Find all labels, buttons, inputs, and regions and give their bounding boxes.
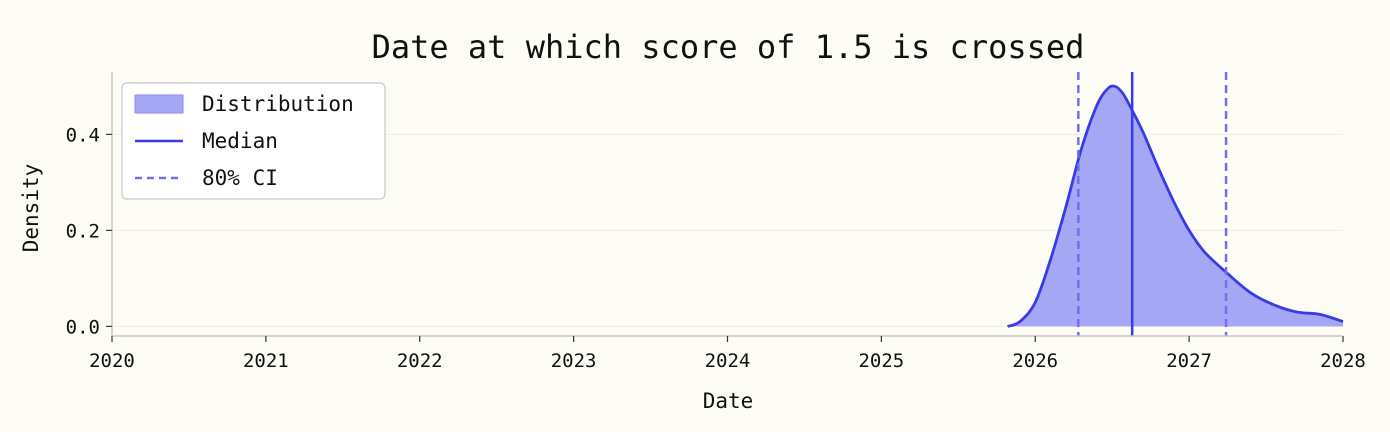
legend-box: [121, 82, 386, 200]
x-tick-label-5: 2025: [858, 350, 904, 372]
distribution-line: [1007, 84, 1344, 328]
x-tick-label-4: 2024: [705, 350, 751, 372]
legend-swatch-distribution: [134, 94, 184, 114]
legend: Distribution Median 80% CI: [121, 82, 386, 200]
x-tick-label-3: 2023: [551, 350, 597, 372]
y-axis-label: Density: [19, 164, 43, 253]
x-tick-label-8: 2028: [1320, 350, 1366, 372]
y-tick-label-0: 0.0: [66, 316, 100, 338]
legend-label-ci: 80% CI: [202, 166, 278, 190]
y-tick-label-1: 0.2: [66, 220, 100, 242]
x-axis-label: Date: [703, 389, 754, 413]
plot-area: [1007, 72, 1344, 336]
chart-title: Date at which score of 1.5 is crossed: [372, 28, 1085, 66]
x-tick-label-0: 2020: [89, 350, 135, 372]
y-tick-label-2: 0.4: [66, 124, 100, 146]
legend-label-median: Median: [202, 129, 278, 153]
x-tick-label-2: 2022: [397, 350, 443, 372]
x-tick-label-6: 2026: [1012, 350, 1058, 372]
legend-label-distribution: Distribution: [202, 92, 354, 116]
x-tick-label-1: 2021: [243, 350, 289, 372]
axes: 2020 2021 2022 2023 2024 2025 2026 2027 2028 0.0 0…: [66, 72, 1366, 372]
x-tick-label-7: 2027: [1166, 350, 1212, 372]
